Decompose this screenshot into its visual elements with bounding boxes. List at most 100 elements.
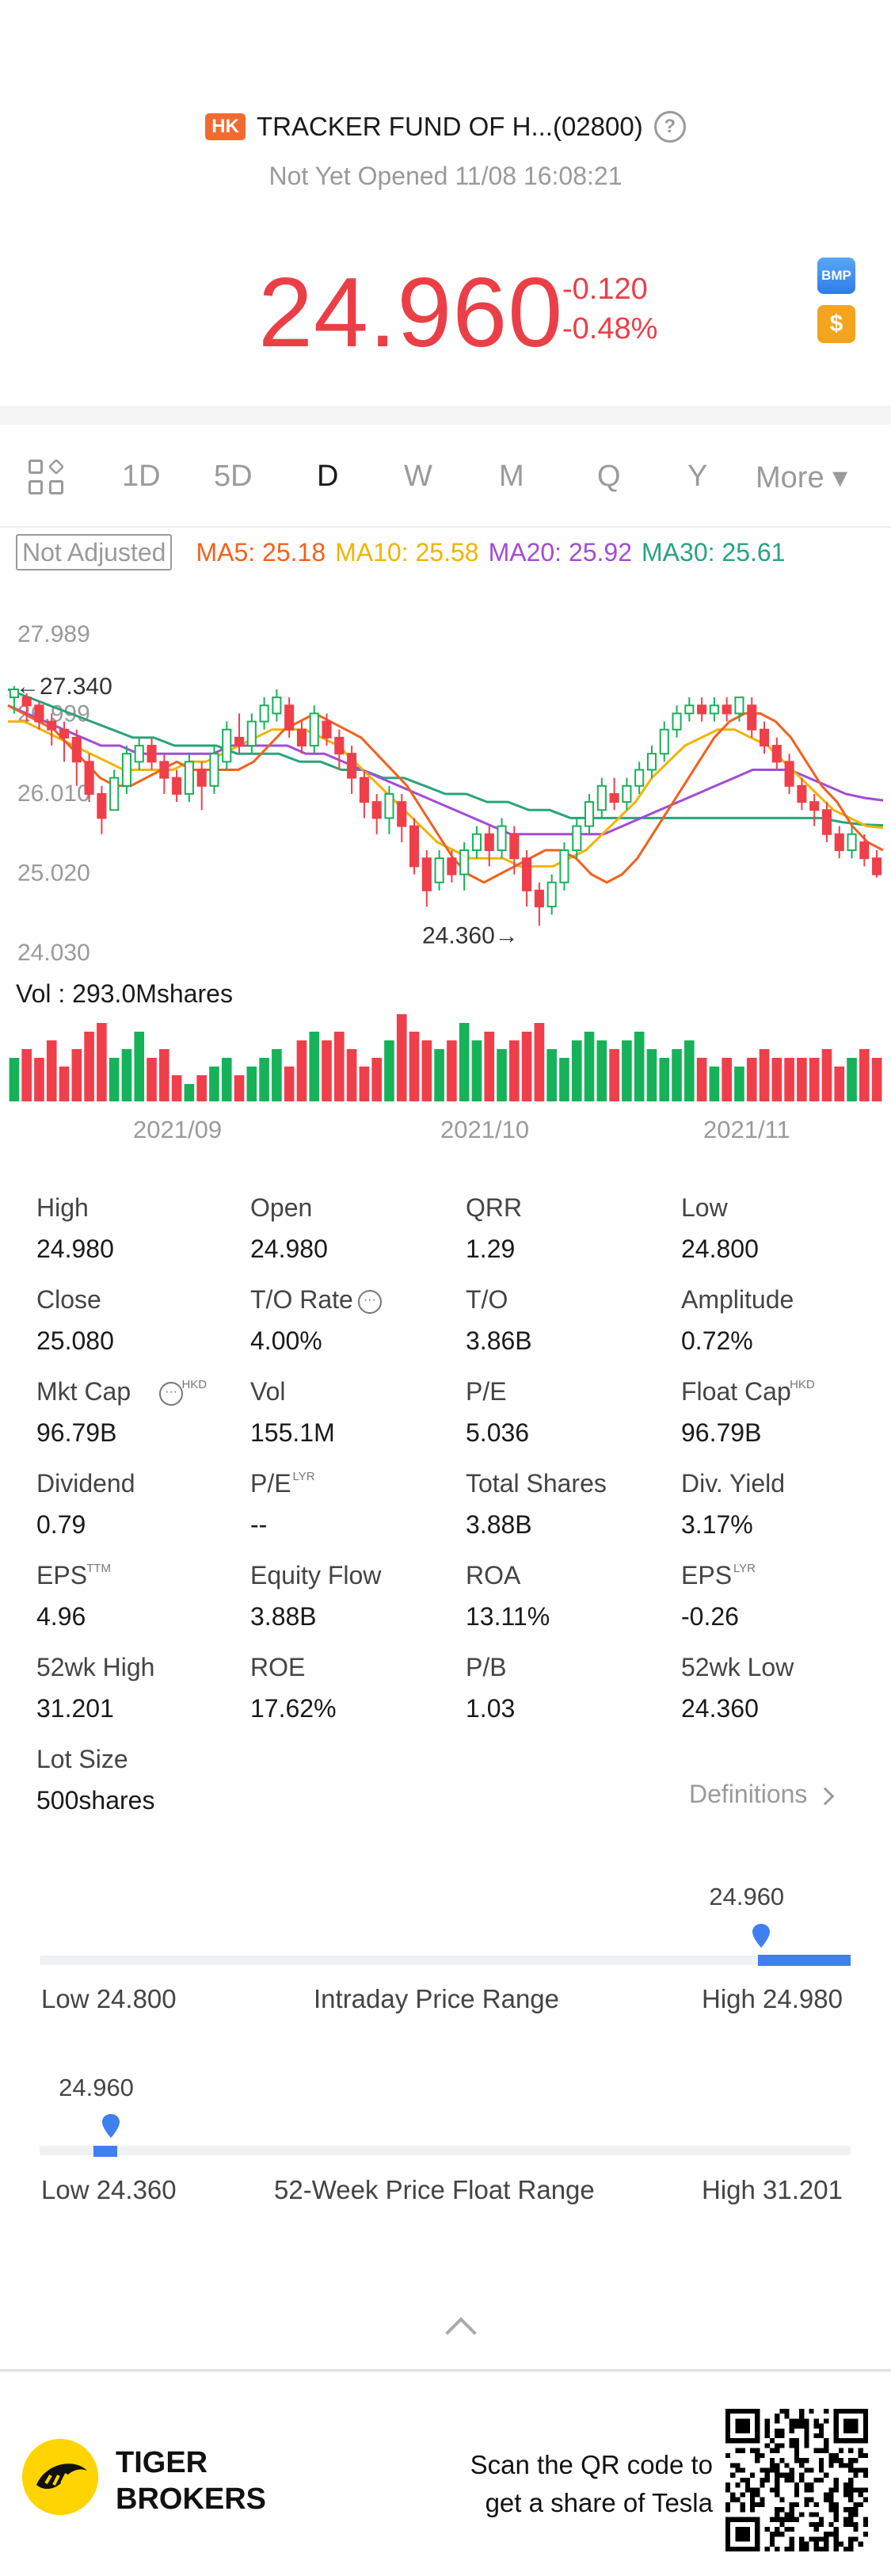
stat-item: 52wk Low 24.360 [681,1650,887,1726]
tab-more[interactable]: More ▾ [756,461,848,494]
volume-bar [797,1058,807,1101]
candle-down [159,761,169,779]
stat-value: -0.26 [681,1602,739,1631]
x-tick-label: 2021/10 [440,1116,530,1143]
tab-1d[interactable]: 1D [122,460,161,493]
volume-bar [259,1058,269,1101]
market-badge: HK [205,113,246,140]
section-divider [0,406,891,425]
volume-bar [171,1075,182,1101]
y-tick-label: 27.989 [17,621,90,647]
grid-icon[interactable] [29,458,65,496]
volume-bar [221,1058,232,1101]
stat-item: T/O 3.86B [466,1282,672,1358]
stat-value: 24.980 [36,1235,114,1263]
stat-label: Dividend [36,1466,135,1501]
stock-name[interactable]: TRACKER FUND OF H...(02800) [256,112,643,141]
candle-up [272,696,282,715]
volume-bar [484,1032,495,1101]
stat-label: T/O [466,1282,508,1317]
stat-value: 5.036 [466,1418,530,1447]
volume-bar [746,1058,757,1101]
stat-value: 4.00% [250,1326,322,1355]
tab-week[interactable]: W [404,460,432,493]
candle-up [184,761,194,795]
tab-month[interactable]: M [499,460,524,493]
stat-item: Total Shares 3.88B [466,1466,672,1542]
dollar-icon[interactable]: $ [817,305,855,343]
week52-range-fill [93,2146,118,2157]
candle-up [134,745,144,763]
volume-bar [209,1067,219,1101]
stat-label: P/B [466,1650,507,1685]
stat-value: 1.29 [466,1235,516,1263]
intraday-range-track [40,1956,851,1965]
stat-unit-badge: LYR [292,1470,315,1483]
stat-value: 31.201 [36,1694,114,1723]
stat-item: Dividend 0.79 [36,1466,242,1542]
help-icon[interactable]: ? [653,111,686,143]
stat-value: 24.360 [681,1694,759,1723]
volume-bar [559,1058,569,1101]
stat-label: High [36,1190,89,1225]
change-percent: -0.48% [562,312,658,345]
candle-down [834,833,844,852]
adjust-toggle[interactable]: Not Adjusted [16,534,173,571]
stat-label: Float Cap HKD [681,1374,815,1409]
stat-value: 17.62% [250,1694,337,1723]
stat-unit-badge: HKD [181,1378,208,1391]
volume-bar [196,1075,207,1101]
volume-bar [409,1032,420,1101]
stat-label-text: Close [36,1285,101,1314]
volume-bar [821,1049,832,1101]
definitions-link[interactable]: Definitions [689,1780,835,1809]
stat-value: 0.79 [36,1510,86,1539]
stat-item: ROE 17.62% [250,1650,456,1726]
candle-down [371,801,382,819]
volume-bar [571,1040,582,1101]
volume-bar [684,1040,695,1101]
qr-code-image[interactable] [725,2409,868,2551]
info-icon[interactable]: ··· [357,1289,382,1314]
candle-down [484,833,494,852]
tab-quarter[interactable]: Q [597,460,621,493]
stat-label-text: Lot Size [36,1745,128,1773]
candle-down [322,720,332,738]
tab-year[interactable]: Y [687,460,708,493]
chevron-up-icon[interactable] [445,2317,477,2349]
volume-bar [84,1032,94,1101]
stat-label-text: T/O [466,1285,508,1314]
week52-range-track [40,2146,851,2155]
volume-bar [871,1058,882,1101]
stat-item: EPS LYR -0.26 [681,1558,887,1634]
info-icon[interactable]: ··· [159,1381,184,1406]
tab-day[interactable]: D [317,460,339,493]
stat-label-text: 52wk High [36,1653,155,1681]
stat-value: 24.800 [681,1235,759,1263]
stat-unit-badge: LYR [733,1562,756,1575]
week52-title: 52-Week Price Float Range [274,2175,595,2204]
candle-down [821,809,832,835]
stat-label: Amplitude [681,1282,794,1317]
candle-down [71,736,82,763]
volume-bar [722,1058,732,1101]
tab-5d[interactable]: 5D [214,460,253,493]
chevron-right-icon [816,1787,835,1805]
volume-bar [497,1049,507,1101]
volume-bar [322,1040,332,1101]
brand-line-1: TIGER [116,2446,208,2479]
volume-bar [309,1032,320,1101]
ma30-line [7,688,884,827]
candle-down [34,704,44,723]
stat-label: ROA [466,1558,520,1593]
stat-label-text: Low [681,1193,728,1222]
stat-value: 96.79B [681,1418,762,1447]
candle-up [734,696,744,715]
volume-bar [134,1032,145,1101]
candle-up [459,849,470,876]
stat-unit-badge: TTM [86,1562,112,1575]
stat-label-text: Total Shares [466,1469,607,1498]
bmp-icon[interactable]: BMP [817,258,855,294]
candle-down [334,736,345,755]
